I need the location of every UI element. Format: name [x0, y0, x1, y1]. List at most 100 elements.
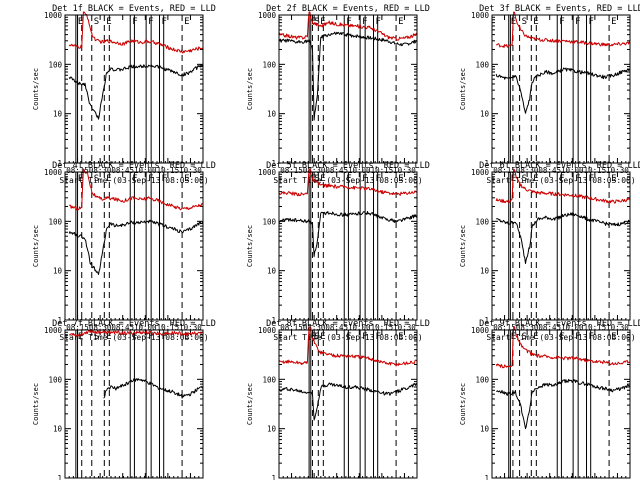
x-tick-label: 10:15	[157, 166, 180, 175]
plot-frame	[64, 14, 204, 164]
chart-title: Det 9f BLACK = Events, RED = LLD	[479, 319, 640, 329]
event-marker-label: F	[162, 17, 167, 27]
series-lld-line	[495, 326, 631, 369]
x-tick-label: 08:15	[280, 323, 303, 332]
event-marker-label: E	[106, 174, 111, 184]
event-marker-label: E	[320, 174, 325, 184]
x-tick-label: 10:00	[134, 166, 157, 175]
x-tick-label: 08:15	[280, 166, 303, 175]
event-marker-label: S	[522, 174, 527, 184]
x-tick-label: 08:30	[303, 323, 326, 332]
x-tick-label: 10:00	[561, 166, 584, 175]
event-marker-label: S	[94, 174, 99, 184]
series-events-line	[495, 212, 631, 264]
x-tick-label: 08:15	[66, 323, 89, 332]
event-marker-label: E	[184, 17, 189, 27]
y-tick-label: 1000	[471, 326, 490, 335]
x-tick-label: 08:30	[516, 166, 539, 175]
chart-title: Det 5f BLACK = Events, RED = LLD	[266, 161, 430, 171]
plot-frame	[64, 171, 204, 321]
event-marker-label: F	[589, 174, 594, 184]
event-marker-label: E	[398, 17, 403, 27]
series-events-line	[68, 64, 204, 120]
plot-frame	[64, 329, 204, 479]
y-axis-title: Counts/sec	[246, 225, 254, 267]
event-marker-label: E	[320, 332, 325, 342]
x-tick-label: 10:15	[584, 166, 607, 175]
y-tick-label: 10	[480, 110, 490, 119]
event-marker-label: E	[311, 174, 316, 184]
event-marker-label: E	[78, 174, 83, 184]
y-axis-title: Counts/sec	[32, 383, 40, 425]
y-tick-label: 100	[262, 375, 276, 384]
y-tick-label: 1	[271, 159, 276, 168]
plot-frame	[491, 329, 631, 479]
x-tick-label: 08:30	[516, 323, 539, 332]
plot-frame	[278, 329, 418, 479]
event-marker-label: S	[94, 17, 99, 27]
x-tick-label: 10:15	[371, 323, 394, 332]
plot-frame	[278, 171, 418, 321]
chart-title: Det 2f BLACK = Events, RED = LLD	[266, 4, 430, 14]
y-axis-title: Counts/sec	[32, 225, 40, 267]
y-tick-label: 1	[57, 159, 62, 168]
y-tick-label: 100	[48, 217, 62, 226]
x-tick-label: 08:45	[111, 323, 134, 332]
y-tick-label: 10	[480, 425, 490, 434]
y-axis-title: Counts/sec	[459, 225, 467, 267]
chart-title: Det 4f BLACK = Events, RED = LLD	[52, 161, 216, 171]
chart-title: Det 6f BLACK = Events, RED = LLD	[479, 161, 640, 171]
x-tick-label: 08:30	[303, 166, 326, 175]
y-tick-label: 1	[271, 474, 276, 480]
event-marker-label: F	[376, 332, 381, 342]
y-tick-label: 10	[267, 110, 277, 119]
event-marker-label: S	[314, 332, 319, 342]
chart-title: Det 8f BLACK = Events, RED = LLD	[266, 319, 430, 329]
series-events-line	[68, 219, 204, 275]
y-tick-label: 1	[484, 316, 489, 325]
x-tick-label: 08:45	[111, 166, 134, 175]
y-tick-label: 1	[484, 474, 489, 480]
series-events-line	[496, 378, 631, 430]
y-axis-title: Counts/sec	[246, 68, 254, 110]
event-marker-label: F	[132, 174, 137, 184]
y-tick-label: 100	[475, 217, 489, 226]
event-marker-label: S	[314, 174, 319, 184]
x-tick-label: 10:00	[134, 323, 157, 332]
x-tick-label: 08:45	[538, 323, 561, 332]
event-marker-label: S	[522, 332, 527, 342]
x-tick-label: 10:15	[157, 323, 180, 332]
y-tick-label: 100	[475, 60, 489, 69]
x-tick-label: 10:00	[348, 323, 371, 332]
event-marker-label: F	[162, 332, 167, 342]
event-marker-label: E	[611, 17, 616, 27]
event-marker-label: E	[533, 17, 538, 27]
x-tick-label: 10:30	[606, 166, 629, 175]
x-tick-label: 08:45	[538, 166, 561, 175]
series-events-line	[278, 382, 418, 421]
y-tick-label: 100	[262, 217, 276, 226]
series-events-line	[278, 211, 418, 258]
y-axis-title: Counts/sec	[32, 68, 40, 110]
y-tick-label: 1000	[471, 168, 490, 177]
series-lld-line	[495, 11, 631, 49]
y-tick-label: 10	[267, 267, 277, 276]
x-tick-label: 10:15	[584, 323, 607, 332]
event-marker-label: F	[376, 174, 381, 184]
event-marker-label: E	[533, 332, 538, 342]
x-tick-label: 10:30	[606, 323, 629, 332]
event-marker-label: F	[559, 332, 564, 342]
series-lld-line	[68, 168, 204, 211]
event-marker-label: F	[589, 17, 594, 27]
y-tick-label: 100	[48, 375, 62, 384]
y-axis-title: Counts/sec	[246, 383, 254, 425]
event-marker-label: F	[346, 332, 351, 342]
event-marker-label: F	[346, 174, 351, 184]
chart-title: Det 3f BLACK = Events, RED = LLD	[479, 4, 640, 14]
